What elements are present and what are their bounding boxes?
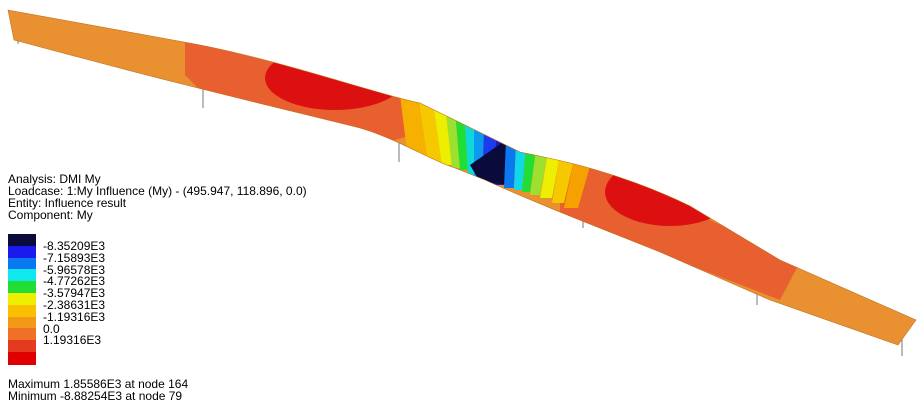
contour-band [564,160,590,208]
contour-band [552,155,574,203]
contour-band [530,150,548,195]
legend-swatch [8,269,36,283]
legend-label: -5.96578E3 [43,262,106,277]
legend-label: -1.19316E3 [43,309,106,324]
contour-band [605,158,735,226]
deck-outline [7,9,917,346]
result-info: Analysis: DMI My Loadcase: 1:My Influenc… [8,173,307,221]
legend-label: -2.38631E3 [43,297,106,312]
analysis-name: Analysis: DMI My [8,172,101,186]
contour-band [432,95,452,165]
legend-swatch [8,304,36,318]
legend-swatch [8,351,36,365]
contour-band [418,95,442,162]
component-info: Component: My [8,208,93,222]
minimum-value: Minimum -8.88254E3 at node 79 [8,389,183,403]
legend-swatch [8,281,36,295]
contour-band [540,152,560,198]
contour-band [400,95,428,160]
contour-band [522,148,536,192]
legend-swatch [8,328,36,342]
contour-band [470,140,510,185]
contour-band [514,145,526,190]
legend-swatch [8,245,36,259]
legend-swatch [8,257,36,271]
min-max-summary: Maximum 1.85586E3 at node 164 Minimum -8… [8,378,188,402]
legend-swatch [8,234,36,247]
legend-label: -4.77262E3 [43,274,106,289]
legend-swatch [8,316,36,330]
legend-label: -3.57947E3 [43,286,106,301]
loadcase-info: Loadcase: 1:My Influence (My) - (495.947… [8,184,307,198]
contour-band [504,140,516,188]
legend-label: -8.35209E3 [43,239,106,253]
legend-swatch [8,340,36,354]
legend-label: 0.0 [43,321,60,336]
legend-label: 1.19316E3 [43,333,102,348]
contour-band [265,46,405,110]
entity-info: Entity: Influence result [8,196,127,210]
legend-swatch [8,292,36,306]
legend-label: -7.15893E3 [43,250,106,265]
maximum-value: Maximum 1.85586E3 at node 164 [8,377,189,391]
